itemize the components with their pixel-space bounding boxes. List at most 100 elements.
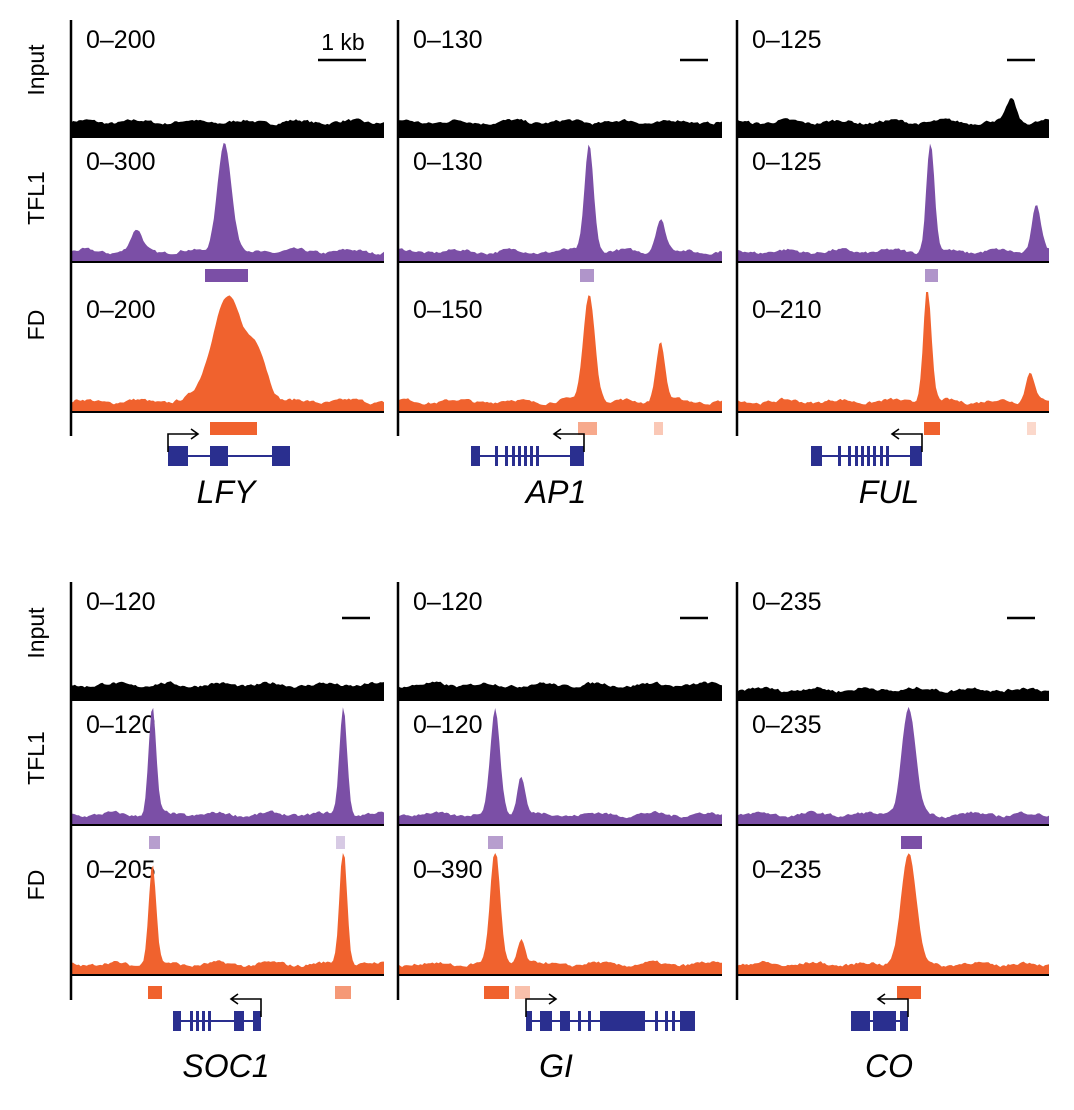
row-label-tfl1-bottom: TFL1 [23,731,49,785]
gene-exon [900,1011,908,1031]
range-input: 0–235 [752,588,822,616]
gene-exon [811,446,822,466]
peak-bar-fd [210,422,257,435]
gene-exon [208,1011,211,1031]
gene-exon [526,1011,532,1031]
peak-bar-tfl1 [149,836,160,849]
range-fd: 0–205 [86,856,156,884]
gene-exon [838,446,841,466]
gene-name: LFY [197,474,258,510]
panel-lfy: 0–200 0–300 0–200 LFY [69,20,384,510]
gene-exon [861,446,864,466]
range-input: 0–200 [86,26,156,54]
gene-exon [873,446,876,466]
peak-bar-fd [515,986,530,999]
peak-bar-tfl1 [580,269,594,282]
scale-bar-label: 1 kb [321,29,364,55]
gene-exon [867,446,870,466]
gene-name: FUL [859,474,919,510]
track-tfl1-signal [737,706,1049,825]
range-tfl1: 0–125 [752,148,822,176]
gene-exon [873,1011,896,1031]
gene-exon [540,1011,552,1031]
panel-ful: 0–125 0–125 0–210 FUL [735,20,1049,510]
track-fd-signal [737,853,1049,975]
track-input-signal [398,681,722,700]
gene-exon [471,446,480,466]
gene-exon [202,1011,205,1031]
row-label-input-top: Input [23,44,49,96]
gene-exon [672,1011,675,1031]
track-input-signal [737,686,1049,700]
peak-bar-fd [654,422,663,435]
peak-bar-fd [484,986,509,999]
track-fd-signal [71,295,384,412]
gene-exon [253,1011,261,1031]
tss-arrow-icon [525,993,558,1017]
track-input-signal [737,98,1049,137]
peak-bar-tfl1 [336,836,345,849]
gene-name: SOC1 [182,1048,269,1084]
row-label-tfl1-top: TFL1 [23,171,49,225]
gene-exon [855,446,858,466]
row-labels-top: Input TFL1 FD [23,44,49,341]
gene-name: CO [865,1048,913,1084]
peak-bar-tfl1 [925,269,938,282]
range-fd: 0–210 [752,296,822,324]
gene-exon [190,1011,193,1031]
gene-exon [570,446,584,466]
panel-gi: 0–120 0–120 0–390 GI [396,582,722,1084]
row-labels-bottom: Input TFL1 FD [23,607,49,901]
gene-exon [196,1011,199,1031]
tss-arrow-icon [876,993,909,1017]
track-tfl1-signal [71,707,384,825]
gene-exon [512,446,515,466]
range-tfl1: 0–130 [413,148,483,176]
gene-exon [173,1011,181,1031]
range-fd: 0–150 [413,296,483,324]
gene-exon [530,446,533,466]
peak-bar-fd [578,422,597,435]
gene-exon [600,1011,645,1031]
gene-exon [272,446,290,466]
gene-exon [210,446,228,466]
range-input: 0–130 [413,26,483,54]
track-input-signal [71,118,384,137]
gene-name: AP1 [524,474,586,510]
peak-bar-fd [148,986,162,999]
gene-exon [848,446,851,466]
range-tfl1: 0–235 [752,711,822,739]
track-tfl1-signal [71,143,384,262]
gene-exon [655,1011,658,1031]
gene-exon [495,446,498,466]
range-tfl1: 0–120 [413,711,483,739]
gene-exon [578,1011,581,1031]
gene-exon [886,446,889,466]
range-fd: 0–235 [752,856,822,884]
track-tfl1-signal [398,144,722,262]
track-fd-signal [71,853,384,975]
peak-bar-fd [1027,422,1036,435]
range-input: 0–125 [752,26,822,54]
track-input-signal [398,118,722,137]
tss-arrow-icon [167,428,200,452]
gene-exon [665,1011,668,1031]
gene-exon [910,446,922,466]
range-tfl1: 0–120 [86,711,156,739]
range-input: 0–120 [413,588,483,616]
range-fd: 0–390 [413,856,483,884]
gene-exon [536,446,539,466]
gene-exon [505,446,508,466]
gene-exon [560,1011,570,1031]
gene-exon [851,1011,870,1031]
gene-exon [168,446,188,466]
tss-arrow-icon [229,993,262,1017]
gene-exon [880,446,883,466]
row-label-input-bottom: Input [23,607,49,659]
range-tfl1: 0–300 [86,148,156,176]
tss-arrow-icon [890,428,923,452]
gene-name: GI [539,1048,573,1084]
gene-exon [524,446,527,466]
peak-bar-fd [924,422,940,435]
gene-exon [518,446,521,466]
